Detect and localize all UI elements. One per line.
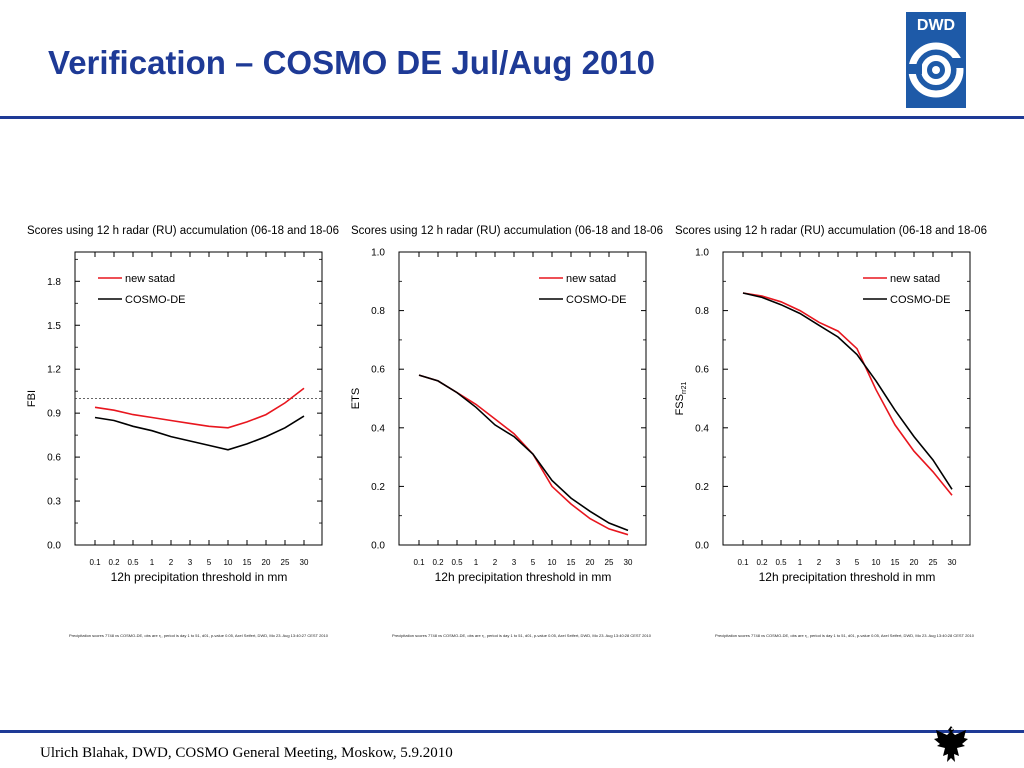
y-tick-label: 0.0	[695, 541, 709, 552]
y-tick-label: 1.2	[47, 365, 61, 376]
y-tick-label: 0.4	[695, 423, 709, 434]
dwd-logo-icon: DWD	[906, 12, 966, 108]
x-tick-label: 25	[605, 558, 614, 567]
x-tick-label: 20	[586, 558, 595, 567]
x-tick-label: 30	[624, 558, 633, 567]
series-line-new-satad	[94, 387, 305, 429]
y-tick-label: 0.8	[371, 306, 385, 317]
y-tick-label: 0.4	[371, 423, 385, 434]
chart-title: Scores using 12 h radar (RU) accumulatio…	[675, 225, 987, 237]
chart-title: Scores using 12 h radar (RU) accumulatio…	[27, 225, 339, 237]
y-tick-label: 0.6	[47, 453, 61, 464]
y-tick-label: 1.0	[695, 248, 709, 259]
x-tick-label: 2	[493, 558, 498, 567]
x-tick-label: 10	[872, 558, 881, 567]
x-tick-label: 30	[948, 558, 957, 567]
x-tick-label: 5	[531, 558, 536, 567]
x-tick-label: 10	[548, 558, 557, 567]
legend-label: COSMO-DE	[125, 294, 186, 306]
x-tick-label: 25	[281, 558, 290, 567]
y-tick-label: 0.6	[371, 365, 385, 376]
footer-divider	[0, 730, 1024, 733]
series-line-new-satad	[742, 292, 953, 496]
x-tick-label: 0.1	[737, 558, 749, 567]
x-tick-label: 0.2	[756, 558, 768, 567]
x-tick-label: 5	[855, 558, 860, 567]
x-tick-label: 0.2	[432, 558, 444, 567]
series-line-cosmo-de	[418, 374, 629, 532]
series-line-new-satad	[418, 374, 629, 536]
legend-label: new satad	[890, 273, 940, 285]
chart-footnote: Precipitation scores 7748 vs COSMO-DE, o…	[392, 633, 651, 638]
chart-footnote: Precipitation scores 7748 vs COSMO-DE, o…	[69, 633, 328, 638]
x-tick-label: 3	[188, 558, 193, 567]
footer-text: Ulrich Blahak, DWD, COSMO General Meetin…	[40, 745, 453, 761]
y-tick-label: 0.3	[47, 497, 61, 508]
header-divider	[0, 116, 1024, 119]
legend-label: COSMO-DE	[566, 294, 627, 306]
y-tick-label: 1.0	[371, 248, 385, 259]
x-tick-label: 20	[262, 558, 271, 567]
federal-eagle-icon	[934, 726, 968, 762]
x-axis-label: 12h precipitation threshold in mm	[111, 570, 288, 584]
x-tick-label: 0.5	[127, 558, 139, 567]
fbi-chart: Scores using 12 h radar (RU) accumulatio…	[26, 225, 339, 584]
y-axis-label: FSSrr21	[674, 381, 688, 415]
x-tick-label: 1	[798, 558, 803, 567]
x-tick-label: 15	[243, 558, 252, 567]
y-tick-label: 1.8	[47, 277, 61, 288]
x-tick-label: 1	[474, 558, 479, 567]
x-tick-label: 10	[224, 558, 233, 567]
x-axis-label: 12h precipitation threshold in mm	[435, 570, 612, 584]
x-axis-label: 12h precipitation threshold in mm	[759, 570, 936, 584]
x-tick-label: 15	[891, 558, 900, 567]
legend-label: new satad	[125, 273, 175, 285]
page-title: Verification – COSMO DE Jul/Aug 2010	[48, 44, 656, 81]
y-tick-label: 0.9	[47, 409, 61, 420]
y-axis-label: ETS	[350, 388, 362, 409]
chart-title: Scores using 12 h radar (RU) accumulatio…	[351, 225, 663, 237]
x-tick-label: 0.5	[451, 558, 463, 567]
x-tick-label: 3	[836, 558, 841, 567]
legend-label: new satad	[566, 273, 616, 285]
y-axis-label: FBI	[26, 390, 38, 407]
x-tick-label: 3	[512, 558, 517, 567]
x-tick-label: 2	[169, 558, 174, 567]
x-tick-label: 0.1	[413, 558, 425, 567]
chart-footnote: Precipitation scores 7748 vs COSMO-DE, o…	[715, 633, 974, 638]
y-tick-label: 0.0	[47, 541, 61, 552]
y-tick-label: 0.6	[695, 365, 709, 376]
x-tick-label: 1	[150, 558, 155, 567]
x-tick-label: 20	[910, 558, 919, 567]
y-tick-label: 0.2	[371, 482, 385, 493]
logo-text: DWD	[917, 17, 955, 34]
x-tick-label: 15	[567, 558, 576, 567]
x-tick-label: 2	[817, 558, 822, 567]
y-tick-label: 0.0	[371, 541, 385, 552]
x-tick-label: 30	[300, 558, 309, 567]
y-tick-label: 0.8	[695, 306, 709, 317]
x-tick-label: 5	[207, 558, 212, 567]
x-tick-label: 25	[929, 558, 938, 567]
legend-label: COSMO-DE	[890, 294, 951, 306]
y-tick-label: 1.5	[47, 321, 61, 332]
y-axis-label-subscript: rr21	[681, 381, 688, 394]
fss-chart: Scores using 12 h radar (RU) accumulatio…	[674, 225, 987, 584]
x-tick-label: 0.2	[108, 558, 120, 567]
x-tick-label: 0.5	[775, 558, 787, 567]
series-line-cosmo-de	[94, 415, 305, 451]
x-tick-label: 0.1	[89, 558, 101, 567]
y-tick-label: 0.2	[695, 482, 709, 493]
series-line-cosmo-de	[742, 292, 953, 490]
ets-chart: Scores using 12 h radar (RU) accumulatio…	[350, 225, 663, 584]
